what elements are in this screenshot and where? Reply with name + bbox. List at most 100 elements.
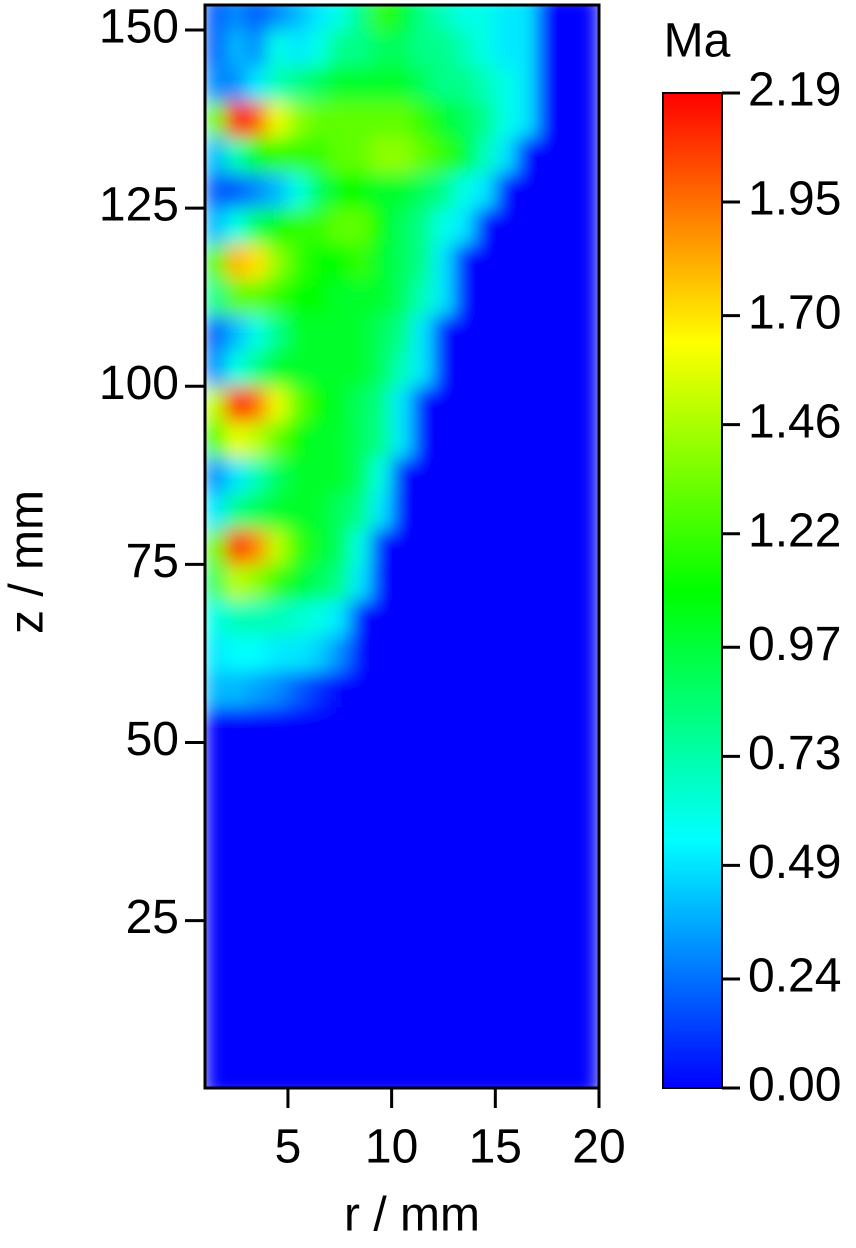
heatmap-cell [349,456,372,494]
heatmap-cell [432,706,455,743]
heatmap-cell [287,492,310,530]
heatmap-cell [432,1062,455,1088]
heatmap-cell [308,741,330,779]
heatmap-cell [391,456,413,494]
heatmap-cell [494,1026,517,1064]
heatmap-cell [391,777,413,815]
heatmap-cell [245,100,268,138]
x-tick-label: 15 [469,1121,522,1174]
heatmap-cell [349,492,372,530]
heatmap-cell [266,599,289,637]
heatmap-cell [557,421,579,458]
heatmap-cell [474,100,496,138]
heatmap-cell [205,314,227,352]
heatmap-cell [432,100,455,138]
heatmap-cell [308,29,330,67]
heatmap-cell [536,171,559,209]
heatmap-cell [225,528,247,565]
heatmap-cell [328,350,351,387]
heatmap-cell [287,991,310,1028]
heatmap-cell [245,528,268,565]
heatmap-cell [474,848,496,886]
heatmap-cell [494,848,517,886]
y-tick-label: 150 [99,1,179,54]
heatmap-cell [411,670,434,708]
heatmap-cell [391,670,413,708]
heatmap-cell [245,350,268,387]
heatmap-cell [536,777,559,815]
heatmap-cell [494,528,517,565]
heatmap-cell [308,528,330,565]
heatmap-cell [391,1062,413,1088]
heatmap-cell [411,706,434,743]
heatmap-cell [494,1062,517,1088]
heatmap-cell [370,991,393,1028]
heatmap-cell [577,635,599,672]
heatmap-cell [225,741,247,779]
heatmap-cell [474,528,496,565]
heatmap-cell [328,1062,351,1088]
heatmap-cell [453,706,476,743]
heatmap-cell [432,65,455,102]
heatmap-cell [266,955,289,993]
heatmap-cell [515,884,538,922]
heatmap-cell [494,599,517,637]
heatmap-cell [308,599,330,637]
heatmap-cell [474,813,496,850]
heatmap-cell [245,884,268,922]
heatmap-cell [245,813,268,850]
heatmap-cell [515,350,538,387]
heatmap-cell [245,136,268,173]
heatmap-cell [205,920,227,957]
heatmap-cell [557,920,579,957]
heatmap-cell [536,29,559,67]
y-tick-label: 50 [126,713,179,766]
heatmap-cell [328,848,351,886]
heatmap-cell [577,848,599,886]
heatmap-cell [205,350,227,387]
heatmap-cell [225,1026,247,1064]
heatmap-cell [411,991,434,1028]
heatmap-cell [205,670,227,708]
heatmap-cell [225,278,247,316]
heatmap-cell [411,492,434,530]
heatmap-cell [245,1062,268,1088]
heatmap-cell [515,314,538,352]
heatmap-cell [536,1062,559,1088]
heatmap-cell [349,884,372,922]
heatmap-cell [349,777,372,815]
heatmap-cell [577,171,599,209]
heatmap-cell [328,314,351,352]
heatmap-cell [287,385,310,423]
heatmap-cell [308,421,330,458]
heatmap-cell [328,706,351,743]
x-tick-label: 5 [275,1121,302,1174]
heatmap-cell [557,599,579,637]
heatmap-cell [328,777,351,815]
heatmap-cell [391,171,413,209]
heatmap-cell [453,65,476,102]
heatmap-cell [474,563,496,601]
heatmap-cell [557,100,579,138]
heatmap-cell [453,5,476,31]
heatmap-cell [225,385,247,423]
heatmap-cell [370,278,393,316]
heatmap-cell [536,100,559,138]
heatmap-cell [432,670,455,708]
heatmap-cell [536,991,559,1028]
heatmap-cell [225,243,247,280]
heatmap-cell [225,350,247,387]
heatmap-cell [205,1026,227,1064]
heatmap-cell [287,278,310,316]
heatmap-cell [474,207,496,245]
heatmap-cell [557,385,579,423]
heatmap-cell [557,1026,579,1064]
heatmap-cell [432,314,455,352]
heatmap-cell [370,314,393,352]
heatmap-cell [349,207,372,245]
heatmap-cell [328,635,351,672]
heatmap-cell [536,421,559,458]
heatmap-cell [328,884,351,922]
heatmap-cell [515,421,538,458]
heatmap-cell [245,955,268,993]
